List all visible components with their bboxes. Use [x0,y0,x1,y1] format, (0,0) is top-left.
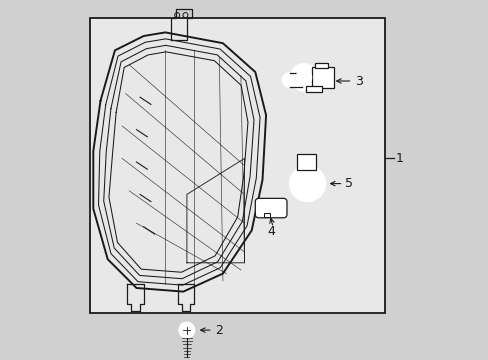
Text: 5: 5 [345,177,352,190]
Circle shape [282,73,296,87]
Circle shape [179,322,194,338]
Bar [89,18,384,313]
Text: 3: 3 [355,75,363,87]
Circle shape [303,179,311,188]
Text: 2: 2 [215,324,223,337]
Circle shape [182,326,191,334]
Circle shape [296,173,318,194]
FancyBboxPatch shape [311,67,333,88]
Circle shape [295,69,311,85]
Bar [305,86,321,92]
Bar [314,63,328,68]
FancyBboxPatch shape [296,154,316,170]
Circle shape [289,64,317,91]
Bar [263,213,269,217]
Text: 4: 4 [266,225,275,238]
FancyBboxPatch shape [255,198,286,218]
Circle shape [289,166,325,202]
Text: 1: 1 [395,152,403,165]
